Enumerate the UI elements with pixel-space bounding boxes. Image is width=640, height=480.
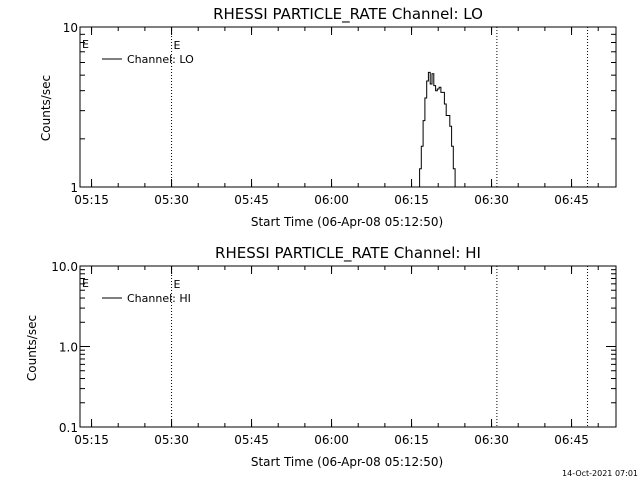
panel-hi: RHESSI PARTICLE_RATE Channel: HI Counts/… xyxy=(25,244,617,469)
x-tick-label: 06:45 xyxy=(554,193,589,207)
plot-frame xyxy=(79,265,617,428)
x-tick-label: 05:30 xyxy=(154,193,189,207)
plot-frame xyxy=(79,26,617,188)
series-line-lo xyxy=(417,71,459,188)
chart-title: RHESSI PARTICLE_RATE Channel: LO xyxy=(213,5,483,24)
y-axis-label: Counts/sec xyxy=(25,315,39,381)
x-axis-label: Start Time (06-Apr-08 05:12:50) xyxy=(251,215,443,229)
x-tick-label: 05:15 xyxy=(74,193,109,207)
chart-title: RHESSI PARTICLE_RATE Channel: HI xyxy=(215,244,481,263)
y-tick-label: 10 xyxy=(63,21,78,35)
footer-timestamp: 14-Oct-2021 07:01 xyxy=(562,469,638,478)
x-axis-label: Start Time (06-Apr-08 05:12:50) xyxy=(251,455,443,469)
x-tick-label: 05:45 xyxy=(234,193,269,207)
x-tick-label: 06:15 xyxy=(394,433,429,447)
x-tick-label: 06:30 xyxy=(474,433,509,447)
event-marker-label: E xyxy=(174,39,181,52)
tick-group: 05:15 05:30 05:45 06:00 06:15 06:30 06:45 0.1 1.… xyxy=(51,260,616,447)
legend-entry: Channel: HI xyxy=(127,292,191,305)
x-tick-label: 05:30 xyxy=(154,433,189,447)
y-tick-label: 0.1 xyxy=(59,421,78,435)
tick-group: 05:15 05:30 05:45 06:00 06:15 06:30 06:45 1 10 xyxy=(63,21,616,207)
x-tick-label: 05:45 xyxy=(234,433,269,447)
event-marker-label: E xyxy=(82,38,89,51)
y-tick-label: 1.0 xyxy=(59,341,78,355)
event-marker-label: E xyxy=(174,278,181,291)
legend-entry: Channel: LO xyxy=(127,53,194,66)
x-tick-label: 05:15 xyxy=(74,433,109,447)
x-tick-label: 06:15 xyxy=(394,193,429,207)
event-markers: EE xyxy=(82,27,589,187)
x-tick-label: 06:45 xyxy=(554,433,589,447)
x-tick-label: 06:00 xyxy=(314,433,349,447)
x-tick-label: 06:30 xyxy=(474,193,509,207)
y-axis-label: Counts/sec xyxy=(39,75,53,141)
y-tick-label: 10.0 xyxy=(51,260,78,274)
event-marker-label: E xyxy=(82,277,89,290)
y-tick-label: 1 xyxy=(70,181,78,195)
x-tick-label: 06:00 xyxy=(314,193,349,207)
panel-lo: RHESSI PARTICLE_RATE Channel: LO Counts/… xyxy=(39,5,617,229)
event-markers: EE xyxy=(82,266,589,427)
